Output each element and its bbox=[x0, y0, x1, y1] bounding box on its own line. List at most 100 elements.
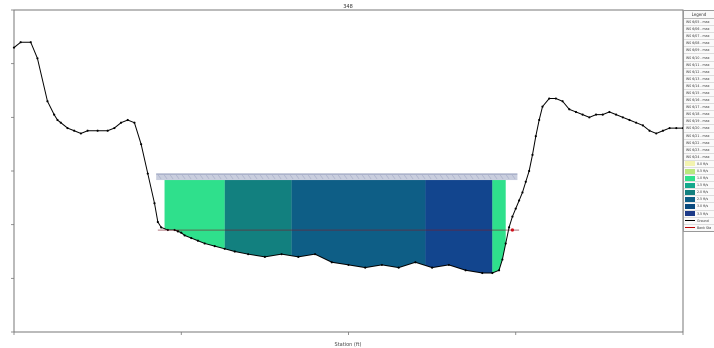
ground-point bbox=[330, 261, 333, 264]
legend-item-water: WS 6/13 - max bbox=[684, 76, 714, 83]
ground-point bbox=[53, 113, 56, 116]
ground-point bbox=[447, 263, 450, 267]
ground-point bbox=[635, 121, 638, 124]
legend-label: Ground bbox=[697, 218, 709, 223]
legend-label: WS 6/06 - max bbox=[686, 27, 710, 32]
legend-label: WS 6/12 - max bbox=[686, 69, 710, 74]
legend-item-velocity: 0.0 ft/s bbox=[684, 161, 714, 168]
water-surface-hatch bbox=[313, 174, 318, 180]
water-surface-hatch bbox=[379, 174, 384, 180]
ground-point bbox=[176, 230, 180, 233]
water-surface-hatch bbox=[385, 174, 390, 180]
legend-item-water: WS 6/12 - max bbox=[684, 69, 714, 76]
legend-item-water: WS 6/08 - max bbox=[684, 40, 714, 48]
water-surface-hatch bbox=[415, 174, 420, 180]
legend-label: 2.0 ft/s bbox=[697, 190, 709, 195]
ground-point bbox=[497, 269, 501, 272]
legend-item-water: WS 6/24 - max bbox=[684, 154, 714, 161]
ground-point bbox=[541, 105, 544, 108]
legend-label: WS 6/09 - max bbox=[686, 48, 710, 53]
ground-point bbox=[96, 129, 99, 132]
velocity-segment bbox=[291, 179, 426, 268]
water-surface-hatch bbox=[355, 174, 360, 180]
water-surface-hatch bbox=[229, 174, 234, 180]
water-surface-hatch bbox=[391, 174, 396, 180]
ground-point bbox=[501, 258, 504, 261]
ground-point bbox=[126, 118, 129, 122]
legend-swatch bbox=[685, 196, 695, 202]
velocity-segment bbox=[492, 179, 506, 273]
ground-point bbox=[615, 113, 618, 116]
ground-point bbox=[190, 236, 193, 240]
legend-item-velocity: 3.0 ft/s bbox=[684, 203, 714, 211]
ground-point bbox=[140, 143, 143, 146]
ground-point bbox=[661, 129, 665, 132]
ground-point bbox=[431, 266, 434, 269]
water-surface-hatch bbox=[295, 174, 300, 180]
legend-label: 0.0 ft/s bbox=[697, 161, 709, 166]
water-surface-hatch bbox=[463, 174, 468, 180]
water-surface-hatch bbox=[235, 174, 240, 180]
water-surface-hatch bbox=[259, 174, 264, 180]
water-surface-hatch bbox=[361, 174, 366, 180]
water-surface-hatch bbox=[193, 174, 198, 180]
water-surface-hatch bbox=[469, 174, 474, 180]
water-surface-hatch bbox=[247, 174, 252, 180]
ground-point bbox=[12, 46, 16, 49]
water-surface-hatch bbox=[373, 174, 378, 180]
water-surface-hatch bbox=[397, 174, 402, 180]
legend-label: 0.5 ft/s bbox=[697, 169, 709, 174]
ground-point bbox=[233, 250, 236, 253]
water-surface-hatch bbox=[445, 174, 450, 180]
water-surface-hatch bbox=[265, 174, 270, 180]
legend-item-water: WS 6/22 - max bbox=[684, 140, 714, 147]
ground-point bbox=[568, 108, 571, 111]
ground-point bbox=[46, 100, 49, 103]
legend-label: WS 6/16 - max bbox=[686, 98, 710, 103]
ground-point bbox=[86, 129, 89, 132]
water-surface-hatch bbox=[223, 174, 228, 180]
water-surface-hatch bbox=[487, 174, 492, 180]
legend-label: WS 6/24 - max bbox=[686, 154, 710, 159]
legend-swatch bbox=[685, 175, 695, 181]
water-surface-hatch bbox=[511, 174, 516, 180]
water-surface-hatch bbox=[163, 174, 168, 180]
ground-point bbox=[528, 169, 531, 173]
legend-item-water: WS 6/20 - max bbox=[684, 125, 714, 133]
legend-item-water: WS 6/23 - max bbox=[684, 147, 714, 154]
legend-swatch bbox=[685, 189, 695, 195]
ground-point bbox=[621, 116, 624, 119]
water-surface-hatch bbox=[301, 174, 306, 180]
legend-item-water: WS 6/10 - max bbox=[684, 54, 714, 62]
legend-label: WS 6/22 - max bbox=[686, 140, 710, 145]
water-surface-hatch bbox=[217, 174, 222, 180]
ground-point bbox=[514, 207, 517, 210]
water-surface-hatch bbox=[451, 174, 456, 180]
legend-item-water: WS 6/16 - max bbox=[684, 97, 714, 105]
ground-point bbox=[36, 57, 39, 60]
legend-item-water: WS 6/05 - max bbox=[684, 19, 714, 27]
legend-swatch bbox=[685, 211, 695, 217]
ground-point bbox=[347, 263, 350, 267]
ground-point bbox=[511, 215, 514, 218]
legend-label: WS 6/07 - max bbox=[686, 34, 710, 39]
ground-point bbox=[313, 253, 317, 256]
legend-item-velocity: 2.0 ft/s bbox=[684, 189, 714, 197]
ground-point bbox=[464, 269, 467, 272]
legend-label: WS 6/21 - max bbox=[686, 133, 710, 138]
legend-label: WS 6/17 - max bbox=[686, 105, 710, 110]
ground-point bbox=[160, 226, 163, 229]
legend-label: WS 6/18 - max bbox=[686, 112, 710, 117]
ground-point bbox=[594, 113, 598, 116]
legend-item-bank: Bank Sta bbox=[684, 225, 714, 231]
ground-point bbox=[517, 199, 521, 202]
legend-swatch bbox=[685, 161, 695, 167]
ground-point bbox=[491, 271, 494, 275]
legend-swatch bbox=[685, 220, 695, 222]
ground-point bbox=[196, 239, 200, 242]
ground-point bbox=[574, 110, 578, 114]
water-surface-hatch bbox=[175, 174, 180, 180]
legend-item-velocity: 1.0 ft/s bbox=[684, 175, 714, 183]
water-surface-hatch bbox=[505, 174, 510, 180]
